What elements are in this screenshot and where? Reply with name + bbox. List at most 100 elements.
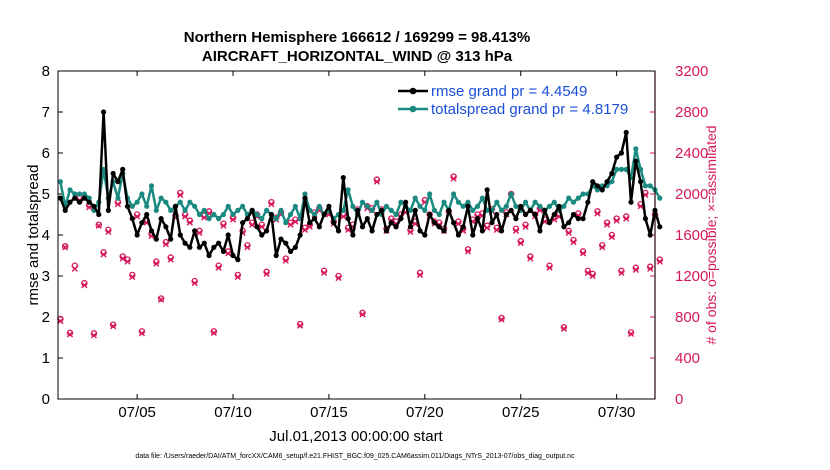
obs-assimilated-marker — [297, 322, 304, 329]
rmse-point — [340, 175, 346, 181]
rmse-point — [263, 228, 270, 234]
totalspread-point — [206, 216, 212, 222]
legend-rmse-label: rmse grand pr = 4.4549 — [431, 83, 587, 100]
obs-assimilated-stroke — [560, 325, 567, 332]
rmse-point — [628, 199, 634, 205]
obs-assimilated-stroke — [287, 221, 294, 228]
totalspread-point — [196, 211, 203, 218]
rmse-point — [254, 224, 260, 230]
rmse-point — [311, 216, 318, 222]
y-right-tick-label: 2400 — [675, 145, 708, 162]
rmse-point — [369, 228, 375, 234]
rmse-point — [153, 236, 159, 242]
obs-possible-marker — [95, 221, 103, 228]
totalspread-point — [393, 211, 399, 218]
totalspread-point — [235, 207, 241, 213]
rmse-point — [110, 170, 116, 177]
obs-possible-marker — [61, 243, 69, 250]
rmse-point — [575, 216, 581, 222]
obs-assimilated-marker — [110, 323, 117, 330]
totalspread-point — [292, 203, 298, 209]
totalspread-point — [350, 203, 356, 209]
rmse-point — [537, 228, 543, 234]
obs-assimilated-stroke — [220, 222, 227, 229]
rmse-point — [220, 248, 227, 254]
obs-assimilated-stroke — [162, 241, 169, 248]
totalspread-point — [633, 146, 639, 152]
obs-assimilated-marker — [584, 269, 591, 277]
obs-assimilated-marker — [632, 266, 639, 273]
totalspread-point — [614, 166, 620, 172]
totalspread-point — [508, 191, 514, 197]
rmse-point — [518, 203, 524, 209]
obs-assimilated-stroke — [297, 322, 304, 329]
y-right-tick-label: 1200 — [675, 268, 708, 285]
totalspread-point — [182, 207, 188, 213]
obs-assimilated-marker — [373, 178, 380, 185]
obs-assimilated-marker — [493, 226, 500, 233]
rmse-point — [623, 129, 629, 136]
totalspread-point — [359, 199, 366, 205]
rmse-point — [91, 203, 97, 209]
rmse-point — [129, 216, 135, 222]
rmse-point — [513, 216, 519, 222]
rmse-point — [331, 220, 337, 226]
y-right-tick-label: 800 — [675, 309, 700, 326]
totalspread-point — [220, 211, 227, 218]
rmse-point — [427, 211, 433, 218]
totalspread-point — [470, 207, 476, 213]
y-right-tick-label: 2800 — [675, 104, 708, 121]
rmse-point — [326, 203, 332, 209]
obs-assimilated-stroke — [258, 223, 265, 230]
rmse-point — [172, 203, 179, 209]
obs-assimilated-stroke — [565, 229, 572, 237]
legend-totalspread-marker — [409, 105, 417, 113]
rmse-point — [522, 211, 529, 218]
rmse-point — [144, 211, 150, 218]
obs-assimilated-marker — [81, 282, 88, 289]
totalspread-point — [422, 207, 428, 213]
y-left-tick-label: 8 — [42, 63, 50, 80]
totalspread-point — [273, 216, 279, 222]
rmse-point — [566, 220, 572, 226]
totalspread-point — [522, 199, 529, 205]
y-right-tick-label: 0 — [675, 391, 683, 408]
obs-assimilated-stroke — [570, 239, 577, 246]
rmse-point — [638, 179, 644, 185]
obs-possible-marker — [109, 321, 117, 328]
totalspread-point — [254, 211, 260, 218]
obs-assimilated-marker — [282, 257, 289, 264]
obs-assimilated-marker — [455, 220, 462, 227]
rmse-point — [580, 216, 586, 222]
totalspread-point — [383, 203, 390, 209]
rmse-point — [297, 232, 303, 238]
obs-assimilated-stroke — [100, 251, 107, 258]
obs-possible-marker — [627, 329, 635, 336]
rmse-point — [230, 252, 236, 259]
totalspread-point — [153, 207, 159, 213]
y-left-tick-label: 4 — [42, 227, 50, 244]
obs-assimilated-stroke — [335, 274, 342, 282]
rmse-point — [556, 203, 562, 209]
obs-possible-marker — [296, 320, 304, 328]
rmse-point — [211, 244, 217, 250]
totalspread-point — [148, 183, 155, 189]
rmse-point — [614, 154, 620, 160]
obs-assimilated-stroke — [618, 269, 625, 277]
obs-assimilated-marker — [62, 244, 69, 251]
rmse-point — [316, 224, 322, 230]
obs-assimilated-stroke — [484, 224, 491, 231]
obs-assimilated-stroke — [81, 282, 88, 289]
obs-assimilated-stroke — [62, 244, 69, 251]
obs-assimilated-marker — [71, 265, 78, 272]
obs-assimilated-stroke — [210, 329, 217, 336]
rmse-point — [474, 216, 481, 222]
obs-assimilated-marker — [167, 256, 174, 263]
rmse-point — [403, 199, 409, 205]
rmse-point — [158, 216, 164, 222]
obs-assimilated-marker — [565, 229, 572, 237]
obs-assimilated-marker — [498, 316, 505, 323]
rmse-point — [484, 187, 490, 193]
totalspread-point — [211, 211, 217, 218]
obs-assimilated-stroke — [129, 273, 136, 281]
